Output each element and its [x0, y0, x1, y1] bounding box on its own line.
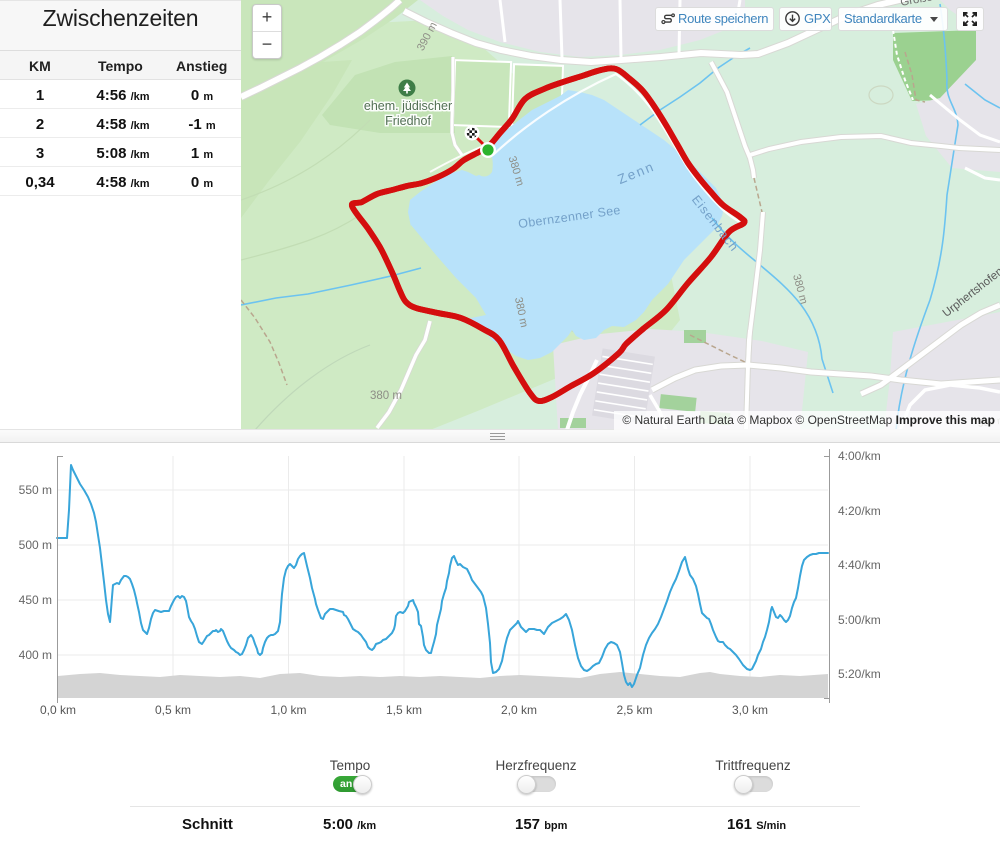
svg-text:2,0 km: 2,0 km [501, 703, 537, 717]
svg-text:ehem. jüdischer: ehem. jüdischer [364, 99, 452, 113]
svg-text:Große: Große [899, 0, 933, 9]
svg-text:Friedhof: Friedhof [385, 114, 431, 128]
svg-text:400 m: 400 m [19, 648, 52, 662]
svg-text:550 m: 550 m [19, 483, 52, 497]
svg-text:2,5 km: 2,5 km [616, 703, 652, 717]
svg-text:1,5 km: 1,5 km [386, 703, 422, 717]
svg-text:3,0 km: 3,0 km [732, 703, 768, 717]
svg-text:0,5 km: 0,5 km [155, 703, 191, 717]
svg-text:1,0 km: 1,0 km [270, 703, 306, 717]
svg-text:380 m: 380 m [370, 390, 402, 402]
svg-text:0,0 km: 0,0 km [40, 703, 76, 717]
svg-text:450 m: 450 m [19, 593, 52, 607]
svg-text:4:20/km: 4:20/km [838, 504, 881, 518]
svg-text:5:00/km: 5:00/km [838, 613, 881, 627]
svg-text:500 m: 500 m [19, 538, 52, 552]
svg-text:5:20/km: 5:20/km [838, 667, 881, 681]
svg-text:4:40/km: 4:40/km [838, 558, 881, 572]
svg-text:4:00/km: 4:00/km [838, 449, 881, 463]
